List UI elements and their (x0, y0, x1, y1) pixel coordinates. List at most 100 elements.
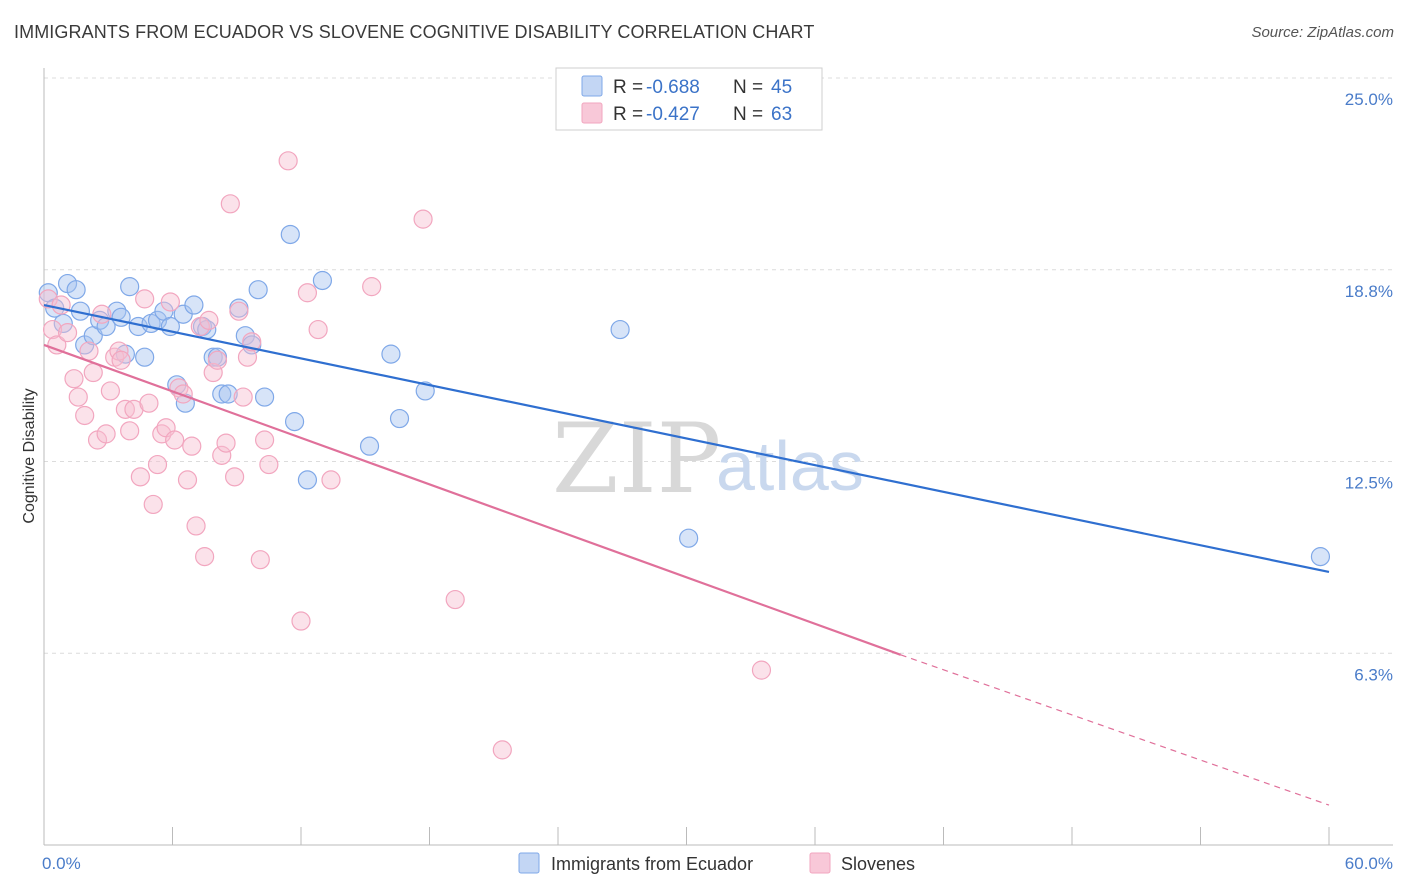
ecuador-point-2 (53, 313, 73, 334)
ecuador-point-40 (381, 344, 401, 364)
y-tick-labels: 6.3% 12.5% 18.8% 25.0% (1345, 90, 1393, 684)
legend-n-value-2: 63 (771, 104, 792, 125)
ecuador-point-38 (312, 270, 333, 291)
ecuador-point-41 (389, 408, 410, 429)
slovene-point-41 (220, 194, 240, 214)
slovene-point-8 (79, 341, 99, 361)
legend-n-label-2: N = (733, 104, 763, 125)
x-tick-label-0: 0.0% (42, 854, 81, 873)
slovene-point-20 (130, 467, 150, 487)
ecuador-point-23 (184, 295, 204, 315)
legend-n-value-1: 45 (771, 77, 792, 98)
ecuador-point-4 (66, 280, 86, 300)
source-label: Source: ZipAtlas.com (1251, 24, 1394, 41)
slovene-point-55 (362, 277, 382, 297)
slovene-point-4 (57, 323, 78, 343)
y-tick-label-3: 25.0% (1345, 90, 1393, 109)
legend-swatch-slovene (581, 102, 603, 124)
slovene-point-31 (177, 470, 198, 490)
slovene-point-43 (229, 301, 249, 321)
slovene-point-40 (216, 433, 236, 453)
slovene-point-7 (75, 405, 95, 426)
slovene-point-1 (42, 319, 63, 340)
ecuador-point-45 (1310, 547, 1331, 567)
slovene-point-33 (186, 516, 206, 536)
y-axis-title: Cognitive Disability (21, 388, 38, 523)
slovene-point-16 (111, 350, 131, 370)
slovene-point-50 (278, 151, 298, 171)
slovene-point-58 (751, 660, 772, 680)
slovene-point-3 (51, 295, 71, 315)
ecuador-point-33 (248, 280, 268, 300)
slovene-point-23 (143, 494, 163, 515)
slovene-point-59 (492, 740, 512, 760)
slovene-point-39 (212, 445, 232, 465)
slovene-point-38 (207, 350, 228, 370)
slovene-point-21 (135, 289, 155, 309)
slovene-point-35 (195, 547, 215, 567)
ecuador-point-11 (111, 307, 131, 327)
slovene-point-28 (165, 430, 185, 450)
legend-r-label-1: R = (613, 77, 643, 98)
slovene-point-37 (203, 362, 223, 383)
slovene-point-36 (199, 310, 219, 330)
slovene-point-32 (182, 436, 202, 456)
ecuador-point-39 (359, 436, 380, 456)
slovene-point-52 (297, 283, 318, 303)
legend-bottom-swatch-ecuador (518, 852, 540, 874)
slovene-point-30 (173, 384, 193, 404)
y-tick-label-0: 6.3% (1354, 665, 1393, 684)
slovene-point-57 (445, 589, 465, 610)
ecuador-point-43 (610, 319, 630, 340)
slovene-point-9 (83, 362, 103, 383)
slovene-point-44 (233, 387, 253, 407)
ecuador-point-29 (218, 384, 238, 404)
legend-bottom-label-ecuador: Immigrants from Ecuador (551, 854, 753, 874)
slovene-point-53 (308, 319, 328, 340)
slovene-point-18 (120, 421, 140, 441)
ecuador-point-15 (135, 347, 155, 367)
slovene-point-56 (413, 209, 433, 229)
legend-n-label-1: N = (733, 77, 763, 98)
chart-title: IMMIGRANTS FROM ECUADOR VS SLOVENE COGNI… (14, 22, 815, 42)
legend-r-value-2: -0.427 (646, 104, 700, 125)
slovene-point-13 (100, 381, 120, 401)
ecuador-point-42 (415, 381, 435, 401)
x-tick-labels: 0.0% 60.0% (42, 854, 1393, 873)
ecuador-point-36 (284, 412, 305, 432)
slovene-trend-extension (900, 654, 1330, 806)
slovene-point-49 (259, 454, 279, 475)
slovene-point-51 (291, 611, 311, 631)
slovene-point-5 (64, 369, 84, 389)
slovene-point-24 (147, 454, 168, 475)
axes (43, 68, 1393, 846)
ecuador-point-13 (120, 277, 140, 297)
legend-r-label-2: R = (613, 104, 643, 125)
legend-r-value-1: -0.688 (646, 77, 700, 98)
slovene-point-6 (68, 387, 88, 407)
slovene-point-42 (225, 467, 245, 487)
legend-swatch-ecuador (581, 75, 603, 97)
ecuador-point-34 (254, 387, 275, 407)
slovene-point-47 (250, 550, 270, 570)
legend-bottom: Immigrants from Ecuador Slovenes (518, 852, 915, 874)
slovene-point-54 (321, 470, 341, 490)
slovene-point-12 (96, 424, 116, 444)
slovene-point-22 (139, 393, 159, 413)
ecuador-point-44 (679, 528, 699, 548)
slovene-trend-line (43, 343, 902, 656)
slovene-point-11 (92, 304, 112, 324)
slovene-point-2 (47, 335, 67, 355)
ecuador-trend-line (43, 303, 1330, 574)
legend-top: R = -0.688 N = 45 R = -0.427 N = 63 (555, 67, 823, 131)
y-tick-label-1: 12.5% (1345, 474, 1393, 493)
watermark: ZIP atlas (552, 403, 864, 515)
legend-bottom-label-slovene: Slovenes (841, 854, 915, 874)
trend-lines (43, 303, 1330, 806)
ecuador-point-35 (280, 224, 300, 245)
watermark-atlas: atlas (716, 427, 864, 505)
x-tick-label-1: 60.0% (1345, 854, 1393, 873)
slovene-point-27 (160, 292, 180, 312)
ecuador-point-28 (212, 384, 232, 404)
